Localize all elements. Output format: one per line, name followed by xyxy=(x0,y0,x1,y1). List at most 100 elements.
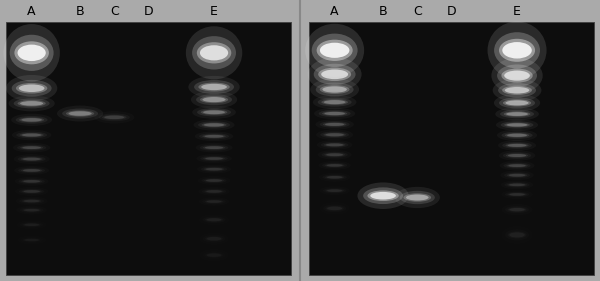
Ellipse shape xyxy=(200,145,229,151)
Ellipse shape xyxy=(200,96,228,103)
Ellipse shape xyxy=(201,110,227,115)
Ellipse shape xyxy=(327,189,342,192)
Ellipse shape xyxy=(197,42,231,64)
Ellipse shape xyxy=(12,80,52,97)
Ellipse shape xyxy=(22,118,42,122)
Ellipse shape xyxy=(104,115,124,119)
Ellipse shape xyxy=(509,208,525,211)
Ellipse shape xyxy=(504,111,530,117)
Ellipse shape xyxy=(320,85,350,94)
Ellipse shape xyxy=(19,117,44,122)
Ellipse shape xyxy=(17,145,46,151)
Ellipse shape xyxy=(322,152,348,158)
Ellipse shape xyxy=(23,223,41,226)
Ellipse shape xyxy=(317,98,352,106)
Ellipse shape xyxy=(320,132,349,138)
Ellipse shape xyxy=(503,163,530,169)
Ellipse shape xyxy=(205,190,224,193)
Ellipse shape xyxy=(400,191,435,204)
Ellipse shape xyxy=(508,154,526,157)
Ellipse shape xyxy=(502,86,532,95)
Ellipse shape xyxy=(68,111,92,116)
Ellipse shape xyxy=(316,119,354,130)
Ellipse shape xyxy=(320,43,349,58)
Ellipse shape xyxy=(202,178,227,183)
Ellipse shape xyxy=(494,94,540,112)
Bar xyxy=(6,22,291,275)
Ellipse shape xyxy=(507,134,527,137)
Ellipse shape xyxy=(23,180,40,183)
Ellipse shape xyxy=(326,164,343,167)
Ellipse shape xyxy=(495,107,539,121)
Ellipse shape xyxy=(326,153,343,156)
Ellipse shape xyxy=(506,100,529,105)
Ellipse shape xyxy=(395,187,440,208)
Ellipse shape xyxy=(308,58,362,91)
Ellipse shape xyxy=(502,42,532,58)
Ellipse shape xyxy=(324,100,346,104)
Ellipse shape xyxy=(202,199,226,204)
Ellipse shape xyxy=(493,79,541,102)
Ellipse shape xyxy=(22,190,41,193)
Ellipse shape xyxy=(326,144,343,146)
Ellipse shape xyxy=(205,200,223,203)
Ellipse shape xyxy=(500,161,535,171)
Ellipse shape xyxy=(102,115,127,120)
Ellipse shape xyxy=(312,34,358,67)
Ellipse shape xyxy=(199,133,229,139)
Text: C: C xyxy=(110,5,119,18)
Ellipse shape xyxy=(497,64,537,87)
Ellipse shape xyxy=(14,41,49,64)
Ellipse shape xyxy=(23,238,40,242)
Ellipse shape xyxy=(19,198,44,204)
Ellipse shape xyxy=(505,182,530,188)
Ellipse shape xyxy=(504,71,530,81)
Ellipse shape xyxy=(207,237,221,241)
Ellipse shape xyxy=(19,178,45,184)
Ellipse shape xyxy=(206,179,222,182)
Ellipse shape xyxy=(506,153,528,158)
Ellipse shape xyxy=(203,146,226,149)
Ellipse shape xyxy=(21,169,43,172)
Ellipse shape xyxy=(323,133,346,137)
Ellipse shape xyxy=(62,108,98,119)
Ellipse shape xyxy=(310,78,359,101)
Ellipse shape xyxy=(316,83,353,96)
Ellipse shape xyxy=(494,32,540,68)
Ellipse shape xyxy=(491,58,542,93)
Ellipse shape xyxy=(503,99,531,106)
Ellipse shape xyxy=(20,222,43,228)
Ellipse shape xyxy=(20,207,44,213)
Ellipse shape xyxy=(8,96,55,111)
Ellipse shape xyxy=(14,154,50,164)
Ellipse shape xyxy=(206,168,223,170)
Ellipse shape xyxy=(16,132,47,138)
Ellipse shape xyxy=(16,116,47,124)
Ellipse shape xyxy=(203,110,225,114)
Ellipse shape xyxy=(322,163,347,168)
Ellipse shape xyxy=(203,235,226,243)
Ellipse shape xyxy=(508,144,527,147)
Ellipse shape xyxy=(196,143,233,153)
Ellipse shape xyxy=(327,207,342,210)
Ellipse shape xyxy=(22,199,41,203)
Ellipse shape xyxy=(322,99,348,105)
Ellipse shape xyxy=(203,157,225,160)
Ellipse shape xyxy=(498,140,536,151)
Ellipse shape xyxy=(504,123,530,127)
Ellipse shape xyxy=(499,97,535,108)
Text: D: D xyxy=(143,5,154,18)
Ellipse shape xyxy=(66,110,94,117)
Ellipse shape xyxy=(496,119,538,131)
Ellipse shape xyxy=(505,192,529,197)
Ellipse shape xyxy=(505,229,529,241)
Ellipse shape xyxy=(500,121,533,128)
Ellipse shape xyxy=(24,209,40,211)
Ellipse shape xyxy=(197,108,231,116)
Ellipse shape xyxy=(191,91,237,108)
Ellipse shape xyxy=(14,98,50,108)
Ellipse shape xyxy=(363,187,403,204)
Ellipse shape xyxy=(502,132,533,139)
Ellipse shape xyxy=(22,209,41,212)
Ellipse shape xyxy=(192,36,236,69)
